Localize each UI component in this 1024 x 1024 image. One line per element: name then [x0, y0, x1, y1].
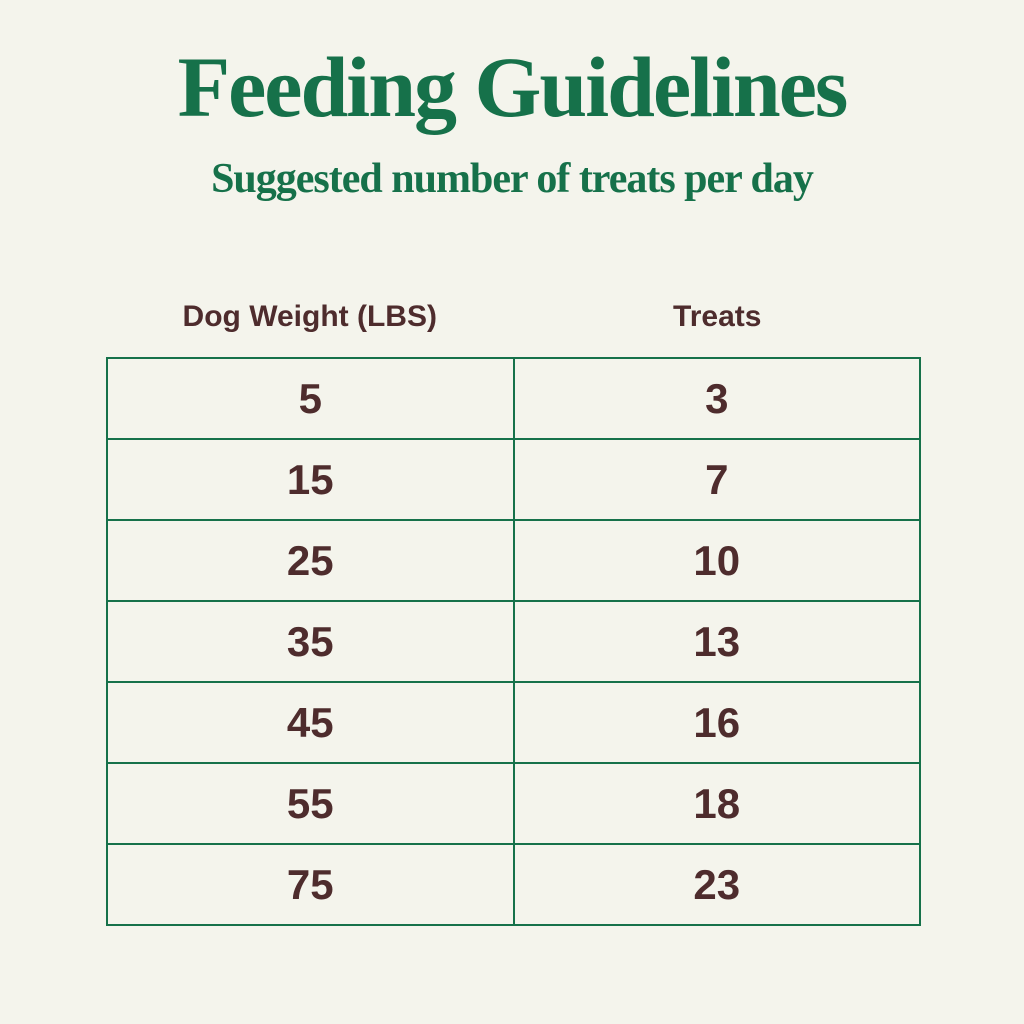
column-header-treats: Treats	[673, 300, 762, 333]
treats-cell: 13	[512, 600, 921, 683]
table-row: 5 3	[106, 357, 921, 440]
table-row: 25 10	[106, 519, 921, 602]
weight-cell: 45	[106, 681, 515, 764]
treats-cell: 23	[512, 843, 921, 926]
page-subtitle: Suggested number of treats per day	[211, 156, 814, 202]
weight-cell: 25	[106, 519, 515, 602]
feeding-guidelines-table: 5 3 15 7 25 10 35 13 45 16 55 18	[106, 357, 921, 926]
column-header-dog-weight: Dog Weight (LBS)	[182, 300, 437, 333]
weight-cell: 55	[106, 762, 515, 845]
table-row: 55 18	[106, 762, 921, 845]
weight-cell: 15	[106, 438, 515, 521]
treats-cell: 3	[512, 357, 921, 440]
table-row: 75 23	[106, 843, 921, 926]
treats-cell: 16	[512, 681, 921, 764]
table-row: 35 13	[106, 600, 921, 683]
weight-cell: 35	[106, 600, 515, 683]
table-row: 15 7	[106, 438, 921, 521]
treats-cell: 10	[512, 519, 921, 602]
page-title: Feeding Guidelines	[177, 39, 849, 135]
weight-cell: 5	[106, 357, 515, 440]
table-row: 45 16	[106, 681, 921, 764]
treats-cell: 7	[512, 438, 921, 521]
table-column-headers: Dog Weight (LBS) Treats	[106, 300, 921, 334]
treats-cell: 18	[512, 762, 921, 845]
weight-cell: 75	[106, 843, 515, 926]
